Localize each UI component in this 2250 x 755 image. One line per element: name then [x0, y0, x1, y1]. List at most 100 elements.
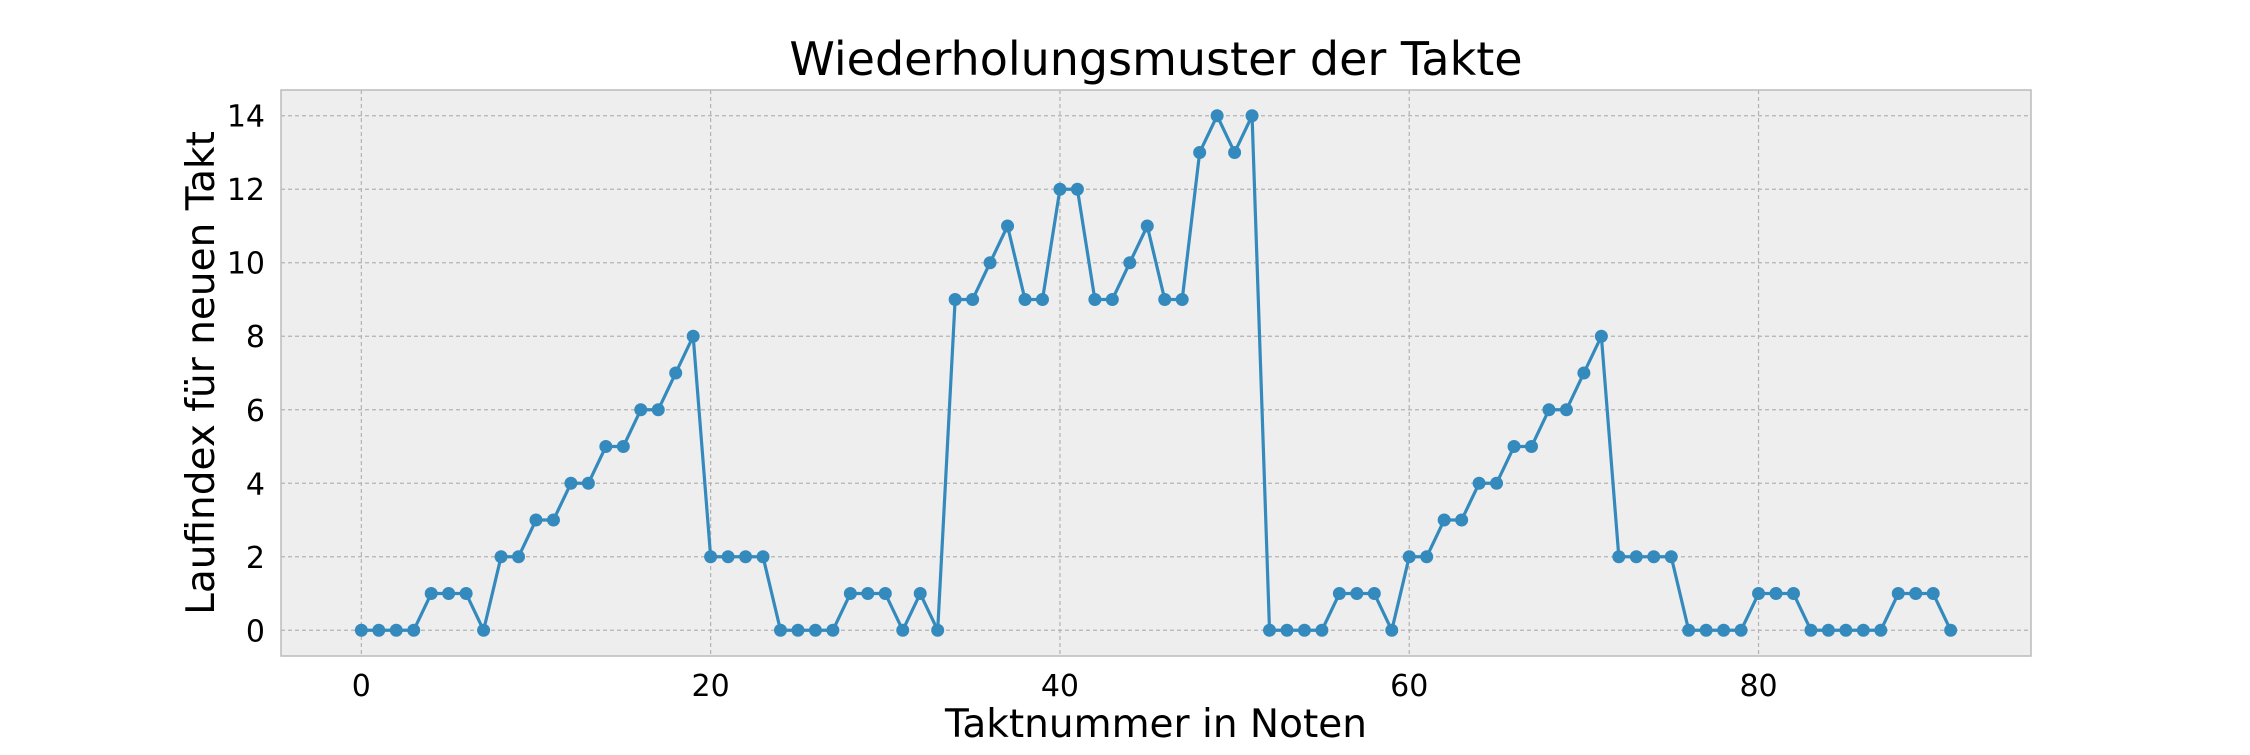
data-point: [878, 587, 892, 601]
data-point: [1123, 256, 1137, 270]
plot-background: [281, 90, 2031, 656]
data-point: [424, 587, 438, 601]
data-point: [1629, 550, 1643, 564]
data-point: [739, 550, 753, 564]
data-point: [1507, 440, 1521, 454]
data-point: [1944, 623, 1958, 637]
data-point: [529, 513, 543, 527]
data-point: [372, 623, 386, 637]
data-point: [1088, 292, 1102, 306]
data-point: [1367, 587, 1381, 601]
data-point: [1752, 587, 1766, 601]
data-point: [1874, 623, 1888, 637]
data-point: [477, 623, 491, 637]
data-point: [1891, 587, 1905, 601]
data-point: [1594, 329, 1608, 343]
data-point: [808, 623, 822, 637]
data-point: [634, 403, 648, 417]
data-point: [1455, 513, 1469, 527]
y-tick-label: 6: [246, 394, 265, 429]
data-point: [1804, 623, 1818, 637]
data-point: [1909, 587, 1923, 601]
data-point: [1769, 587, 1783, 601]
data-point: [1402, 550, 1416, 564]
data-point: [459, 587, 473, 601]
data-point: [1385, 623, 1399, 637]
data-point: [983, 256, 997, 270]
y-tick-label: 12: [227, 173, 265, 208]
x-tick-label: 40: [1041, 669, 1079, 704]
data-point: [1053, 182, 1067, 196]
x-axis-label: Taktnummer in Noten: [944, 702, 1367, 747]
data-point: [1140, 219, 1154, 233]
data-point: [1699, 623, 1713, 637]
data-point: [843, 587, 857, 601]
data-point: [1018, 292, 1032, 306]
series-line: [361, 114, 1953, 632]
data-point: [1158, 292, 1172, 306]
y-tick-label: 10: [227, 247, 265, 282]
data-point: [1315, 623, 1329, 637]
data-point: [1263, 623, 1277, 637]
data-point: [564, 476, 578, 490]
data-point: [1542, 403, 1556, 417]
data-point: [1664, 550, 1678, 564]
data-point: [494, 550, 508, 564]
x-tick-label: 60: [1390, 669, 1428, 704]
data-point: [1647, 550, 1661, 564]
tick-labels: 0 20 40 60 80 0 2 4 6 8 10 12 14: [227, 100, 1778, 704]
data-point: [1682, 623, 1696, 637]
data-point: [1070, 182, 1084, 196]
data-point: [1035, 292, 1049, 306]
data-point: [1297, 623, 1311, 637]
x-tick-label: 0: [352, 669, 371, 704]
data-point: [1437, 513, 1451, 527]
data-point: [1577, 366, 1591, 380]
data-point: [1717, 623, 1731, 637]
data-point: [1210, 109, 1224, 123]
data-point: [966, 292, 980, 306]
data-point: [826, 623, 840, 637]
data-point: [686, 329, 700, 343]
data-point: [616, 440, 630, 454]
data-point: [1193, 145, 1207, 159]
data-point: [1280, 623, 1294, 637]
x-tick-label: 20: [692, 669, 730, 704]
data-point: [1821, 623, 1835, 637]
data-point: [1228, 145, 1242, 159]
data-point: [1734, 623, 1748, 637]
data-point: [1245, 109, 1259, 123]
plot-frame: [280, 89, 2032, 657]
data-point: [1332, 587, 1346, 601]
data-series: [354, 109, 1958, 637]
data-point: [546, 513, 560, 527]
data-point: [896, 623, 910, 637]
y-tick-label: 4: [246, 467, 265, 502]
y-tick-label: 14: [227, 100, 265, 135]
data-point: [1524, 440, 1538, 454]
chart-title: Wiederholungsmuster der Takte: [789, 32, 1522, 86]
data-point: [442, 587, 456, 601]
data-point: [599, 440, 613, 454]
data-point: [704, 550, 718, 564]
y-tick-label: 2: [246, 541, 265, 576]
data-point: [721, 550, 735, 564]
data-point: [1001, 219, 1015, 233]
x-tick-label: 80: [1739, 669, 1777, 704]
data-point: [1350, 587, 1364, 601]
data-point: [1175, 292, 1189, 306]
data-point: [407, 623, 421, 637]
data-point: [1105, 292, 1119, 306]
data-point: [1490, 476, 1504, 490]
data-point: [354, 623, 368, 637]
data-point: [791, 623, 805, 637]
data-point: [512, 550, 526, 564]
data-point: [931, 623, 945, 637]
data-point: [581, 476, 595, 490]
data-point: [1420, 550, 1434, 564]
y-axis-label: Laufindex für neuen Takt: [179, 131, 224, 615]
data-point: [1786, 587, 1800, 601]
data-point: [774, 623, 788, 637]
data-point: [861, 587, 875, 601]
data-point: [1926, 587, 1940, 601]
